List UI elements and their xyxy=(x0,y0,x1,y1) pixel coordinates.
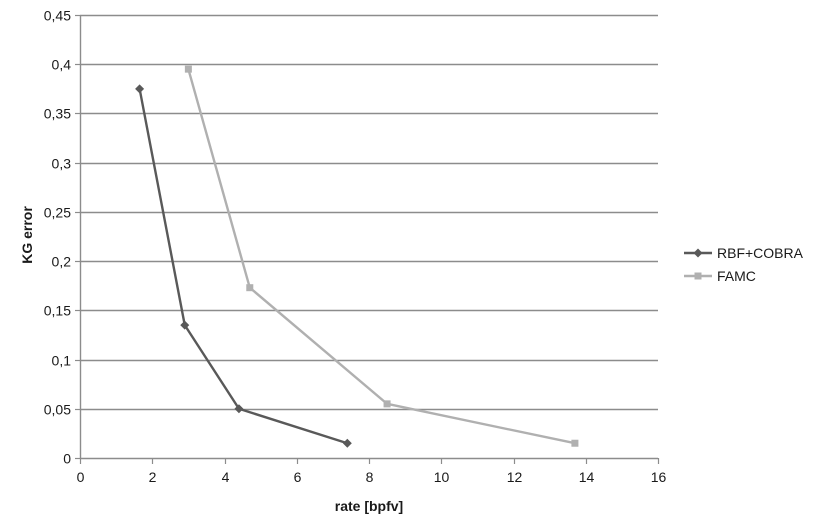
series-line xyxy=(187,68,576,445)
x-tick-label: 8 xyxy=(366,469,374,485)
y-tick-label: 0,25 xyxy=(44,205,71,221)
y-tick-label: 0,05 xyxy=(44,402,71,418)
x-tick-label: 12 xyxy=(507,469,523,485)
x-tick-label: 4 xyxy=(222,469,230,485)
x-tick-label: 2 xyxy=(149,469,157,485)
data-point xyxy=(571,439,579,447)
series-line xyxy=(138,88,348,445)
y-tick-label: 0,45 xyxy=(44,8,71,24)
y-tick-label: 0,1 xyxy=(52,353,72,369)
legend: RBF+COBRA FAMC xyxy=(684,245,804,284)
series-rbf-cobra xyxy=(135,84,352,448)
y-tick-label: 0,4 xyxy=(52,57,72,73)
y-tick-label: 0,3 xyxy=(52,156,72,172)
data-point xyxy=(383,400,391,408)
data-point xyxy=(246,284,254,292)
data-point xyxy=(342,438,352,448)
x-tick-label: 6 xyxy=(294,469,302,485)
legend-item: RBF+COBRA xyxy=(684,245,804,261)
y-tick-label: 0 xyxy=(63,451,71,467)
legend-swatch-marker xyxy=(694,272,702,280)
x-axis-title: rate [bpfv] xyxy=(335,498,403,514)
x-tick-label: 14 xyxy=(579,469,595,485)
y-axis-title: KG error xyxy=(19,206,35,264)
x-tick-labels: 0 2 4 6 8 10 12 14 16 xyxy=(77,469,667,485)
legend-label: RBF+COBRA xyxy=(717,245,804,261)
legend-item: FAMC xyxy=(684,268,756,284)
data-point xyxy=(135,84,145,94)
x-tick-label: 0 xyxy=(77,469,85,485)
series-famc xyxy=(184,65,579,447)
y-tick-label: 0,2 xyxy=(52,254,72,270)
legend-label: FAMC xyxy=(717,268,756,284)
data-point xyxy=(234,404,244,414)
data-point xyxy=(184,65,192,73)
y-tick-label: 0,35 xyxy=(44,106,71,122)
x-tick-label: 16 xyxy=(651,469,667,485)
series-lines xyxy=(135,65,579,448)
x-tick-label: 10 xyxy=(434,469,450,485)
y-tick-labels: 0 0,05 0,1 0,15 0,2 0,25 0,3 0,35 0,4 0,45 xyxy=(44,8,71,467)
gridlines xyxy=(80,14,658,411)
legend-swatch-marker xyxy=(693,248,703,258)
data-point xyxy=(180,320,190,330)
axes xyxy=(75,14,660,464)
y-tick-label: 0,15 xyxy=(44,303,71,319)
